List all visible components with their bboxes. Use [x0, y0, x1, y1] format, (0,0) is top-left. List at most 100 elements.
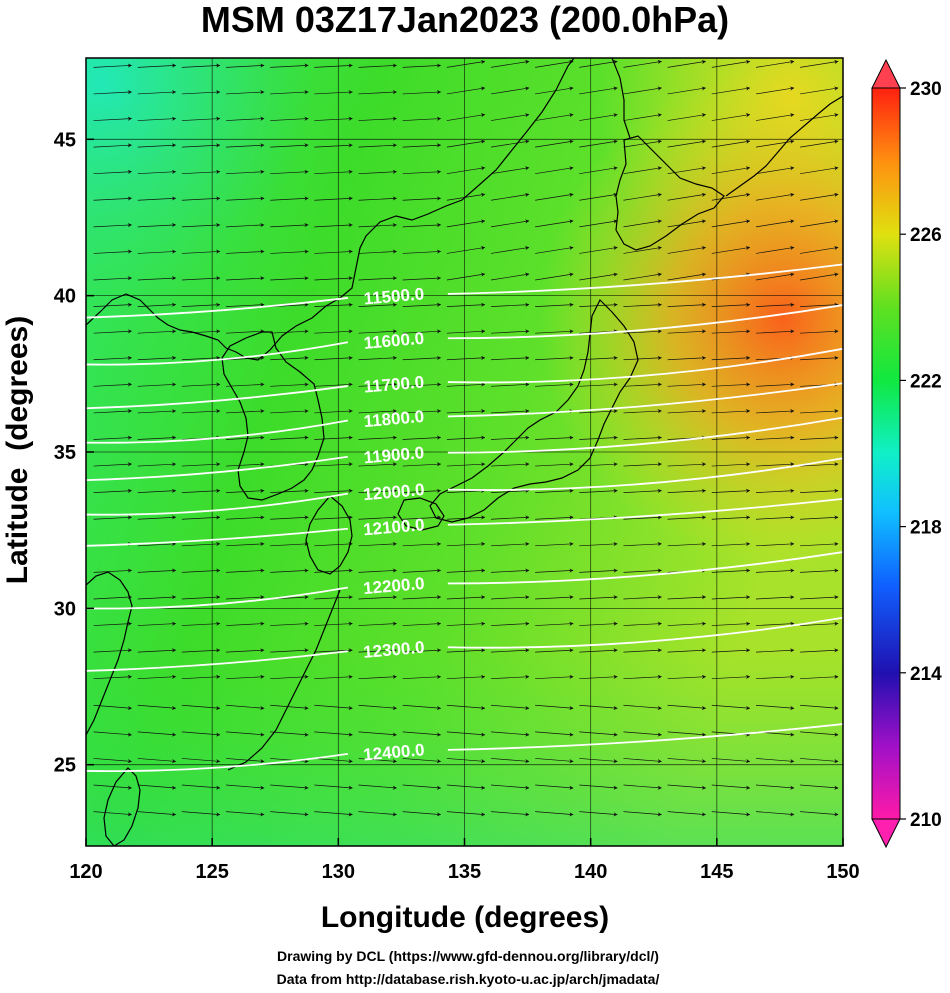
x-tick-label: 145: [700, 861, 733, 883]
wind-arrow: [93, 784, 132, 790]
wind-arrow: [667, 515, 707, 520]
wind-arrow: [226, 488, 265, 494]
wind-arrow: [181, 90, 221, 95]
wind-arrow: [535, 219, 574, 228]
wind-arrow: [314, 249, 353, 254]
wind-arrow: [181, 488, 221, 494]
wind-arrow: [181, 355, 221, 361]
wind-arrow: [402, 462, 442, 467]
wind-arrow: [667, 409, 707, 414]
wind-arrow: [755, 59, 795, 68]
wind-arrow: [535, 435, 574, 440]
wind-arrow: [711, 784, 751, 790]
colorbar-ticks: 210 214 218 222 226 230: [900, 79, 942, 831]
wind-arrow: [314, 63, 353, 68]
wind-arrow: [623, 488, 662, 494]
y-tick-label: 30: [54, 598, 76, 620]
wind-arrow: [446, 541, 486, 547]
wind-arrow: [314, 143, 353, 148]
wind-arrow: [535, 568, 574, 573]
wind-arrow: [711, 355, 751, 361]
wind-arrow: [226, 595, 265, 600]
wind-arrow: [93, 382, 132, 387]
wind-arrow: [667, 674, 707, 680]
wind-arrow: [270, 63, 309, 68]
wind-arrow: [711, 192, 751, 201]
wind-arrow: [623, 435, 662, 440]
wind-arrow: [314, 382, 353, 387]
wind-arrow: [181, 595, 221, 600]
wind-arrow: [800, 621, 839, 626]
wind-arrow: [490, 192, 530, 201]
wind-arrow: [667, 731, 707, 737]
wind-arrow: [623, 113, 662, 121]
wind-arrow: [446, 621, 486, 626]
wind-arrow: [623, 515, 662, 520]
colorbar-tick-label: 230: [910, 79, 942, 100]
wind-arrow: [446, 409, 486, 414]
wind-arrow: [270, 249, 309, 254]
height-contours: 11500.011600.011700.011800.011900.012000…: [86, 263, 843, 773]
wind-arrow: [137, 704, 177, 711]
wind-arrow: [535, 811, 574, 817]
wind-arrow: [358, 541, 397, 547]
wind-vectors: [93, 59, 839, 817]
wind-arrow: [93, 811, 132, 817]
wind-arrow: [358, 462, 397, 467]
wind-arrow: [623, 355, 662, 361]
x-axis-title: Longitude (degrees): [321, 901, 609, 934]
wind-arrow: [667, 784, 707, 790]
contour-line: [86, 347, 843, 410]
wind-arrow: [446, 435, 486, 440]
wind-arrow: [535, 86, 574, 95]
colorbar-tick-label: 222: [910, 371, 942, 392]
wind-arrow: [800, 272, 839, 281]
wind-arrow: [402, 758, 442, 764]
wind-arrow: [535, 245, 574, 254]
wind-arrow: [755, 758, 795, 764]
wind-arrow: [93, 63, 132, 68]
wind-arrow: [358, 143, 397, 148]
wind-arrow: [446, 674, 486, 680]
wind-arrow: [446, 488, 486, 494]
wind-arrow: [270, 409, 309, 414]
wind-arrow: [181, 568, 221, 573]
wind-arrow: [93, 409, 132, 414]
wind-arrow: [402, 488, 442, 494]
chart-title: MSM 03Z17Jan2023 (200.0hPa): [201, 0, 729, 40]
wind-arrow: [226, 648, 265, 653]
wind-arrow: [314, 169, 353, 175]
wind-arrow: [358, 488, 397, 494]
wind-arrow: [579, 704, 618, 711]
wind-arrow: [270, 784, 309, 790]
wind-arrow: [181, 222, 221, 228]
wind-arrow: [711, 245, 751, 254]
wind-arrow: [711, 648, 751, 653]
y-tick-label: 40: [54, 286, 76, 308]
wind-arrow: [800, 568, 839, 573]
wind-arrow: [93, 674, 132, 680]
wind-arrow: [314, 355, 353, 361]
wind-arrow: [623, 621, 662, 626]
wind-arrow: [535, 302, 574, 307]
wind-arrow: [755, 166, 795, 175]
wind-arrow: [535, 488, 574, 494]
x-tick-label: 135: [448, 861, 481, 883]
wind-arrow: [137, 302, 177, 307]
wind-arrow: [137, 731, 177, 737]
wind-arrow: [755, 435, 795, 440]
wind-arrow: [93, 143, 132, 148]
wind-arrow: [181, 329, 221, 334]
wind-arrow: [314, 462, 353, 467]
wind-arrow: [93, 222, 132, 228]
wind-arrow: [93, 276, 132, 281]
wind-arrow: [446, 648, 486, 653]
wind-arrow: [579, 302, 618, 307]
x-tick-label: 130: [322, 861, 355, 883]
wind-arrow: [711, 382, 751, 387]
wind-arrow: [755, 409, 795, 414]
wind-arrow: [446, 139, 486, 148]
x-tick-label: 140: [574, 861, 607, 883]
x-tick-label: 150: [826, 861, 859, 883]
wind-arrow: [446, 382, 486, 387]
